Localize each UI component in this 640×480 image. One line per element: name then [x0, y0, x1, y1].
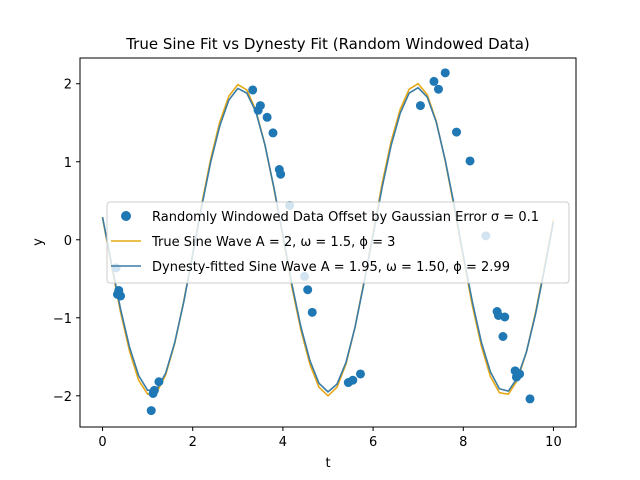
dynesty-fit-line — [101, 86, 555, 393]
data-point — [440, 68, 450, 78]
y-tick-label: −2 — [53, 390, 72, 405]
x-tick-label: 6 — [369, 435, 377, 450]
plot-area — [101, 68, 555, 416]
data-point — [276, 169, 286, 179]
x-tick-label: 4 — [279, 435, 287, 450]
y-tick-label: 2 — [64, 78, 72, 93]
x-axis: 0 2 4 6 8 10 — [98, 427, 562, 450]
data-point — [268, 128, 278, 138]
y-tick-label: 0 — [64, 234, 72, 249]
legend-entry-scatter: Randomly Windowed Data Offset by Gaussia… — [152, 210, 539, 225]
y-axis: −2 −1 0 1 2 — [53, 78, 80, 405]
y-axis-label: y — [31, 238, 46, 246]
data-point — [348, 375, 358, 385]
data-point — [500, 312, 510, 322]
data-point — [149, 385, 159, 395]
data-point — [303, 285, 313, 295]
data-point — [248, 85, 258, 95]
x-tick-label: 0 — [98, 435, 106, 450]
legend: Randomly Windowed Data Offset by Gaussia… — [106, 201, 570, 284]
x-tick-label: 8 — [459, 435, 467, 450]
x-tick-label: 2 — [189, 435, 197, 450]
x-tick-label: 10 — [545, 435, 562, 450]
data-point — [498, 332, 508, 342]
legend-box — [106, 201, 570, 284]
data-point — [452, 127, 462, 137]
y-tick-label: −1 — [53, 312, 72, 327]
data-point — [262, 112, 272, 122]
data-point — [515, 369, 525, 379]
data-point — [116, 291, 126, 301]
data-point — [429, 76, 439, 86]
legend-entry-true-sine: True Sine Wave A = 2, ω = 1.5, ϕ = 3 — [151, 235, 395, 250]
data-point — [465, 156, 475, 166]
data-point — [525, 394, 535, 404]
axes-frame — [79, 57, 577, 428]
x-axis-label: t — [325, 456, 330, 471]
data-point — [255, 101, 265, 111]
legend-marker-scatter — [121, 211, 131, 221]
data-point — [307, 307, 317, 317]
y-tick-label: 1 — [64, 156, 72, 171]
data-point — [146, 406, 156, 416]
data-point — [154, 377, 164, 387]
legend-entry-dynesty-fit: Dynesty-fitted Sine Wave A = 1.95, ω = 1… — [152, 260, 510, 275]
data-point — [415, 101, 425, 111]
data-point — [433, 84, 443, 94]
data-point — [355, 369, 365, 379]
chart-title: True Sine Fit vs Dynesty Fit (Random Win… — [125, 35, 530, 53]
